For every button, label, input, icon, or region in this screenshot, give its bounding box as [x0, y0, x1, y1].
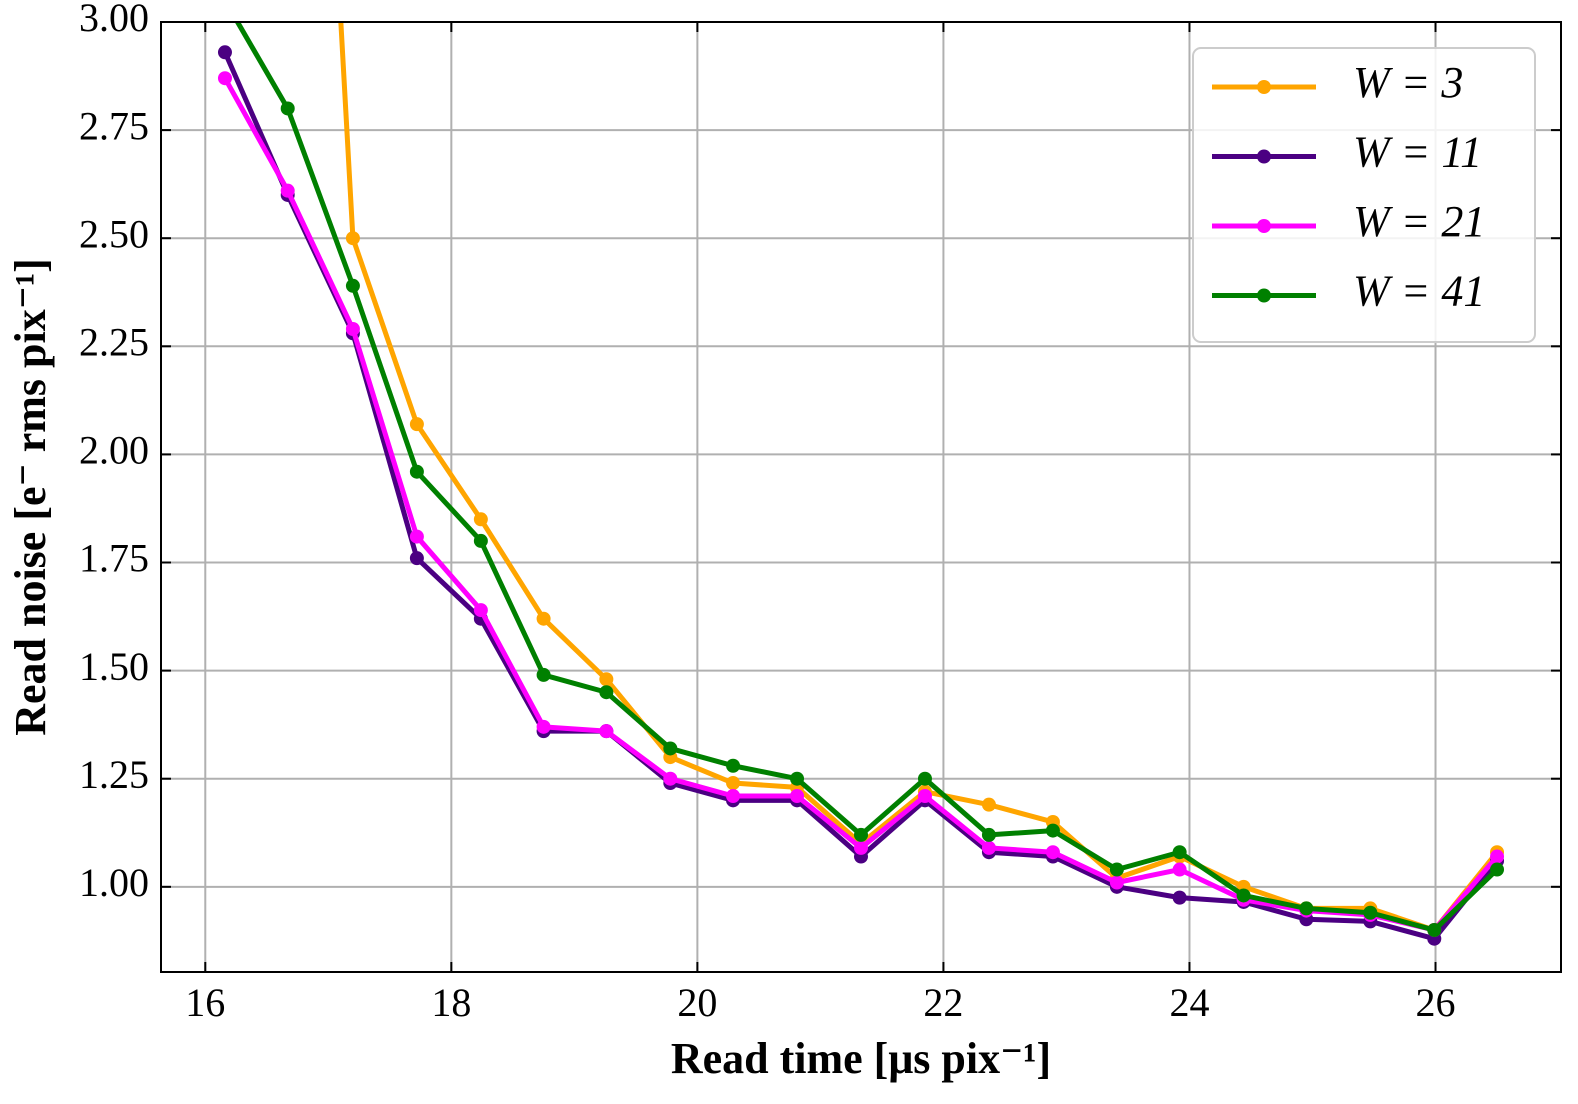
y-tick-label: 2.75 — [79, 103, 149, 148]
data-point — [345, 278, 360, 293]
legend-marker — [1257, 288, 1271, 303]
data-point — [1490, 849, 1505, 864]
legend-box — [1192, 47, 1536, 343]
data-point — [217, 45, 232, 60]
data-point — [726, 776, 741, 791]
data-point — [599, 724, 614, 739]
data-point — [280, 101, 295, 116]
legend-label: W = 41 — [1353, 267, 1485, 316]
data-point — [790, 789, 805, 804]
legend-label: W = 3 — [1353, 58, 1463, 107]
data-point — [409, 551, 424, 566]
y-tick-label: 1.50 — [79, 644, 149, 689]
data-point — [473, 603, 488, 618]
data-point — [599, 685, 614, 700]
legend-marker — [1257, 219, 1271, 233]
legend-marker — [1257, 80, 1271, 94]
data-point — [790, 771, 805, 786]
data-point — [409, 464, 424, 479]
y-tick-label: 2.00 — [79, 428, 149, 473]
data-point — [981, 797, 996, 812]
data-point — [1109, 875, 1124, 890]
data-point — [217, 71, 232, 86]
x-tick-label: 22 — [923, 980, 963, 1025]
x-axis-label: Read time [μs pix⁻¹] — [671, 1034, 1051, 1083]
data-point — [345, 322, 360, 337]
legend-marker — [1257, 149, 1271, 164]
data-point — [917, 789, 932, 804]
y-tick-label: 2.50 — [79, 211, 149, 256]
data-point — [1045, 845, 1060, 860]
data-point — [854, 840, 868, 855]
x-tick-label: 26 — [1416, 980, 1456, 1025]
y-tick-label: 2.25 — [79, 319, 149, 364]
data-point — [1172, 845, 1187, 860]
y-tick-label: 1.25 — [79, 752, 149, 797]
x-tick-label: 20 — [677, 980, 717, 1025]
data-point — [663, 771, 678, 786]
data-point — [536, 611, 551, 626]
data-point — [536, 667, 551, 682]
plot-frame — [160, 21, 1562, 973]
legend-label: W = 21 — [1353, 197, 1485, 246]
data-point — [599, 672, 614, 687]
data-point — [981, 827, 996, 842]
plot-area — [217, 0, 1505, 946]
data-point — [218, 0, 232, 7]
data-point — [473, 533, 488, 548]
data-point — [473, 512, 488, 527]
data-point — [1427, 923, 1442, 938]
y-axis-label: Read noise [e⁻ rms pix⁻¹] — [6, 258, 55, 736]
data-point — [1109, 862, 1124, 877]
legend-label: W = 11 — [1353, 128, 1482, 177]
data-point — [345, 231, 360, 246]
data-point — [1363, 905, 1378, 920]
data-point — [726, 789, 741, 804]
data-point — [981, 840, 996, 855]
data-point — [1236, 888, 1251, 903]
data-point — [663, 741, 678, 756]
data-point — [409, 529, 424, 544]
data-point — [726, 758, 741, 773]
data-point — [854, 827, 868, 842]
y-tick-label: 1.75 — [79, 536, 149, 581]
data-point — [1299, 901, 1314, 916]
data-point — [536, 719, 551, 734]
y-tick-label: 1.00 — [79, 860, 149, 905]
data-point — [917, 771, 932, 786]
data-point — [1045, 823, 1060, 838]
x-tick-label: 24 — [1169, 980, 1209, 1025]
x-tick-label: 18 — [431, 980, 471, 1025]
data-point — [1172, 890, 1187, 905]
data-point — [409, 417, 424, 432]
y-tick-label: 3.00 — [79, 0, 149, 40]
data-point — [280, 183, 295, 198]
data-point — [1172, 862, 1187, 877]
x-tick-label: 16 — [185, 980, 225, 1025]
data-point — [1490, 862, 1505, 877]
